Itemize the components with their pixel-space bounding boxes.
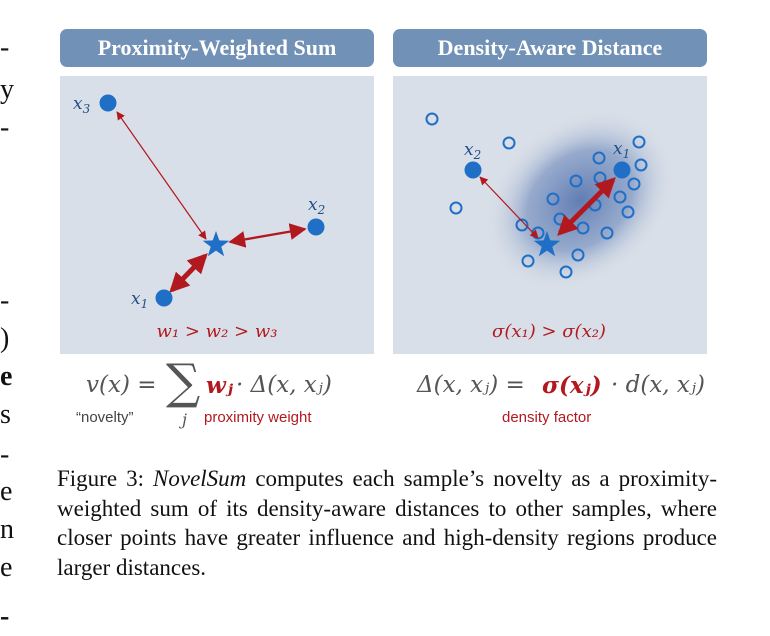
density-factor-term: σ(xⱼ) <box>542 372 602 399</box>
right-relation: σ(x₁) > σ(x₂) <box>492 321 606 342</box>
figure-caption: Figure 3: NovelSum computes each sample’… <box>57 464 717 582</box>
novelty-label: “novelty” <box>76 409 134 426</box>
formula-right-rest: · d(x, xⱼ) <box>611 372 705 398</box>
density-factor-label: density factor <box>502 409 592 426</box>
caption-body: computes each sample’s novelty as a prox… <box>57 466 717 580</box>
left-panel <box>60 76 374 354</box>
arrow-x2 <box>228 223 307 248</box>
arrow-x1 <box>169 253 208 293</box>
formula-left-lhs: v(x) = <box>86 372 157 398</box>
point-x1 <box>155 289 173 307</box>
weight-term: wⱼ <box>206 372 234 399</box>
point-x2 <box>307 218 325 236</box>
density-target-star-icon <box>533 231 561 257</box>
left-column-fragment: - y - - ) e s - e n e - <box>0 32 14 632</box>
right-panel-title: Density-Aware Distance <box>393 29 707 67</box>
left-panel-title: Proximity-Weighted Sum <box>60 29 374 67</box>
density-label-x2: x2 <box>464 140 481 162</box>
density-point-x2 <box>464 161 482 179</box>
label-x3: x3 <box>73 94 91 116</box>
density-point-x1 <box>613 161 631 179</box>
left-diagram: x3 x2 x1 w₁ > w₂ > w₃ <box>73 94 325 342</box>
label-x2: x2 <box>308 195 325 217</box>
caption-prefix: Figure 3: <box>57 466 154 491</box>
target-star-icon <box>202 231 230 257</box>
right-diagram: x2 x1 σ(x₁) > σ(x₂) <box>425 108 676 342</box>
arrow-density-x2 <box>479 176 539 239</box>
formula-right-lhs: Δ(x, xⱼ) = <box>417 372 525 398</box>
point-x3 <box>99 94 117 112</box>
figure-diagram: x3 x2 x1 w₁ > w₂ > w₃ x2 x1 σ(x₁) > σ(x₂… <box>73 94 676 342</box>
sum-index: j <box>182 410 187 429</box>
arrow-density-x1 <box>557 177 616 236</box>
label-x1: x1 <box>131 289 148 311</box>
arrow-x3 <box>116 111 207 240</box>
sum-symbol: ∑ <box>166 354 201 410</box>
left-relation: w₁ > w₂ > w₃ <box>157 321 278 342</box>
formula-left-rest: · Δ(x, xⱼ) <box>236 372 332 398</box>
density-label-x1: x1 <box>613 139 630 161</box>
density-region <box>484 108 676 292</box>
caption-method-name: NovelSum <box>153 466 247 491</box>
weight-label: proximity weight <box>204 409 312 426</box>
